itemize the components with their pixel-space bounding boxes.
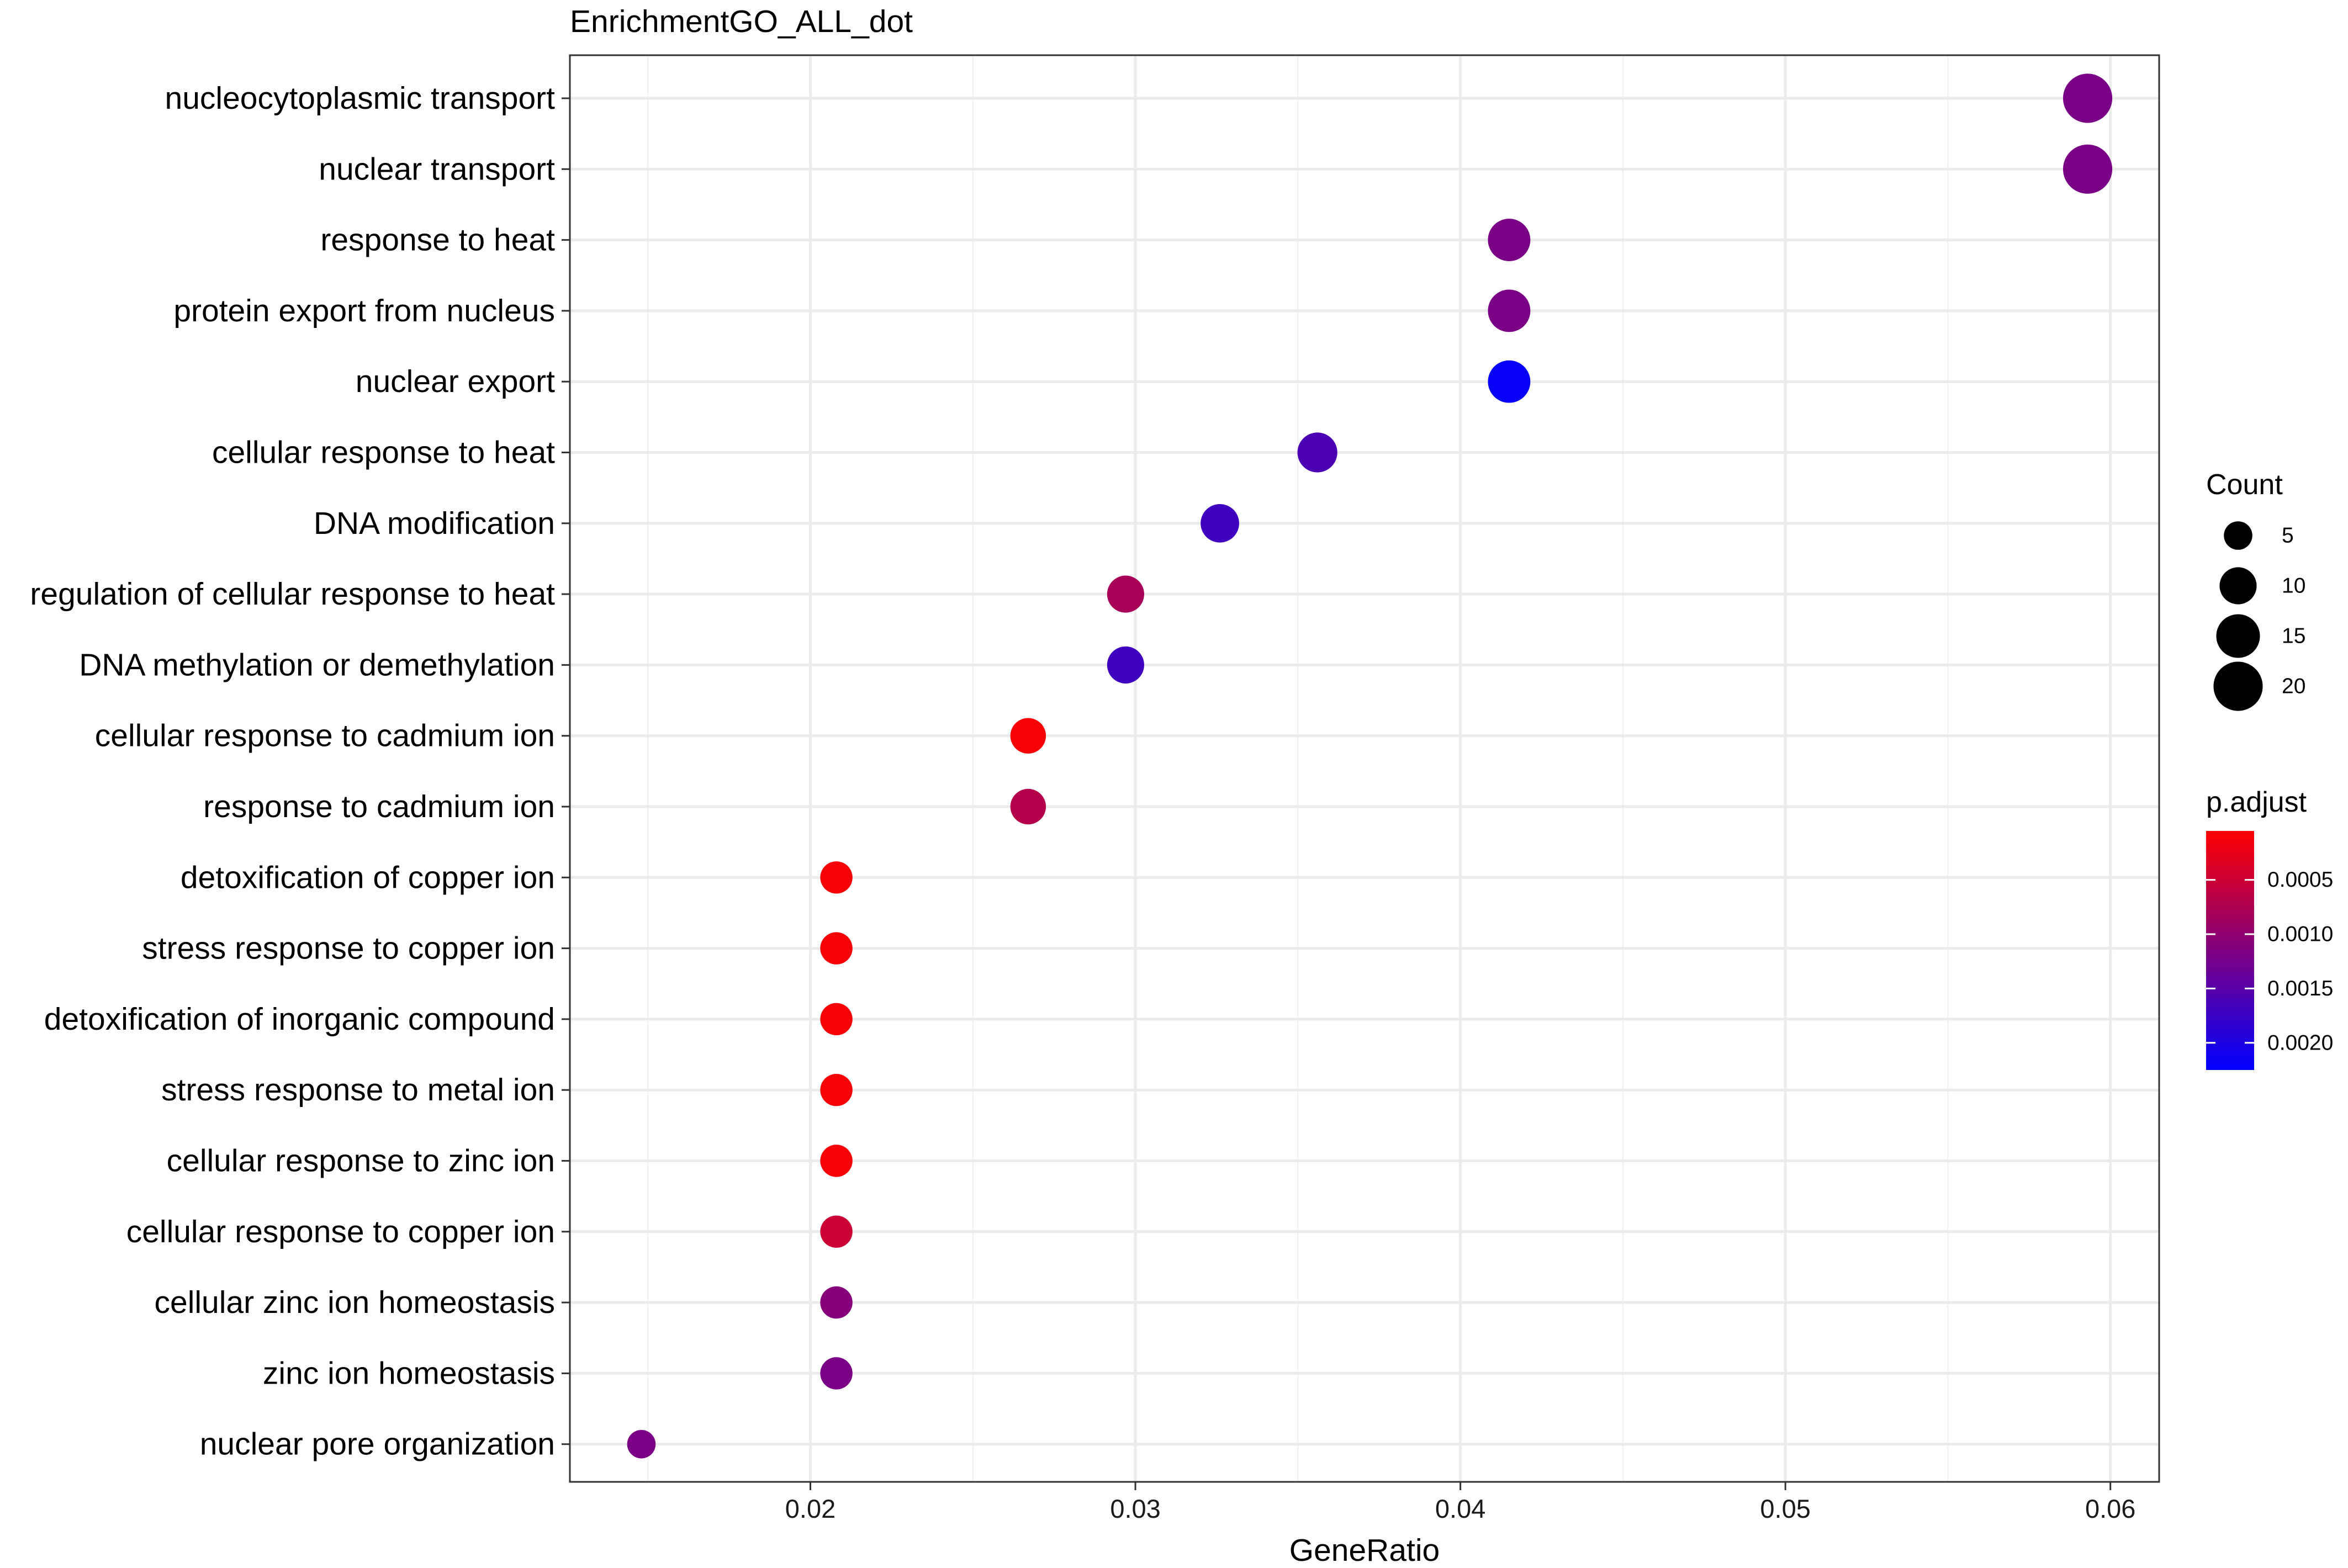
y-tick-label: cellular response to zinc ion	[167, 1143, 555, 1179]
count-legend-label: 10	[2282, 574, 2305, 598]
data-point	[2063, 144, 2113, 194]
panel-border	[569, 54, 2160, 1483]
x-tick-label: 0.05	[1760, 1494, 1810, 1523]
data-point	[820, 1215, 853, 1248]
data-point	[820, 1357, 853, 1390]
y-tick-label: stress response to copper ion	[142, 931, 555, 966]
data-point	[1107, 646, 1144, 684]
count-legend-key	[2216, 614, 2260, 658]
plot-panel	[570, 55, 2159, 1482]
y-tick-label: protein export from nucleus	[173, 293, 555, 329]
data-point	[820, 861, 853, 894]
y-tick-label: detoxification of inorganic compound	[44, 1002, 555, 1037]
y-tick-label: regulation of cellular response to heat	[30, 576, 555, 612]
data-point	[2063, 73, 2113, 123]
y-tick-label: zinc ion homeostasis	[263, 1355, 555, 1391]
x-tick-label: 0.02	[785, 1494, 835, 1523]
y-tick-label: cellular response to heat	[212, 435, 555, 470]
p-adjust-legend-title: p.adjust	[2206, 786, 2307, 818]
p-adjust-colorbar-ticks: 0.0005 0.0010 0.0015 0.0020	[2206, 868, 2333, 1055]
data-point	[1297, 432, 1337, 473]
data-point	[1107, 575, 1144, 613]
count-legend-label: 5	[2282, 524, 2294, 548]
y-tick-label: DNA methylation or demethylation	[79, 647, 555, 682]
data-point	[1488, 289, 1531, 332]
data-points	[627, 73, 2113, 1459]
chart-title: EnrichmentGO_ALL_dot	[570, 4, 913, 39]
colorbar-tick-label: 0.0020	[2267, 1031, 2333, 1055]
data-point	[820, 1073, 853, 1106]
y-axis: nucleocytoplasmic transport nuclear trans…	[30, 81, 570, 1462]
x-tick-label: 0.03	[1110, 1494, 1160, 1523]
data-point	[820, 1286, 853, 1319]
y-tick-label: detoxification of copper ion	[181, 860, 555, 895]
y-tick-label: nuclear export	[356, 364, 555, 399]
y-tick-label: nuclear transport	[319, 151, 555, 187]
grid-lines	[570, 55, 2159, 1482]
data-point	[1010, 718, 1046, 754]
count-legend-keys: 5 10 15 20	[2213, 521, 2305, 711]
data-point	[1488, 360, 1531, 403]
y-tick-label: cellular response to cadmium ion	[95, 718, 555, 754]
data-point	[820, 932, 853, 965]
y-tick-label: nuclear pore organization	[200, 1427, 555, 1462]
y-tick-label: response to cadmium ion	[203, 789, 555, 824]
p-adjust-colorbar	[2206, 831, 2254, 1070]
count-legend-key	[2213, 661, 2263, 711]
data-point	[1488, 219, 1531, 262]
legend: Count 5 10 15 20 p.adjust 0.0005 0.0010 0.001…	[2206, 469, 2333, 1070]
y-tick-label: cellular zinc ion homeostasis	[155, 1285, 556, 1320]
y-tick-label: response to heat	[320, 223, 555, 258]
count-legend-key	[2219, 567, 2257, 605]
data-point	[1201, 504, 1239, 543]
data-point	[820, 1145, 853, 1177]
count-legend-label: 15	[2282, 624, 2305, 648]
x-tick-label: 0.06	[2085, 1494, 2135, 1523]
colorbar-tick-label: 0.0010	[2267, 922, 2333, 946]
y-tick-label: DNA modification	[314, 506, 555, 541]
y-tick-label: cellular response to copper ion	[126, 1214, 555, 1249]
x-axis: 0.02 0.03 0.04 0.05 0.06	[785, 1482, 2135, 1523]
colorbar-tick-label: 0.0015	[2267, 977, 2333, 1000]
data-point	[627, 1429, 656, 1459]
count-legend-title: Count	[2206, 469, 2283, 501]
y-tick-label: stress response to metal ion	[161, 1072, 555, 1108]
data-point	[1010, 788, 1046, 825]
count-legend-label: 20	[2282, 675, 2305, 698]
colorbar-tick-label: 0.0005	[2267, 868, 2333, 892]
x-tick-label: 0.04	[1435, 1494, 1485, 1523]
data-point	[820, 1003, 853, 1036]
count-legend-key	[2224, 521, 2252, 550]
x-axis-title: GeneRatio	[1289, 1533, 1440, 1565]
y-tick-label: nucleocytoplasmic transport	[165, 81, 556, 116]
